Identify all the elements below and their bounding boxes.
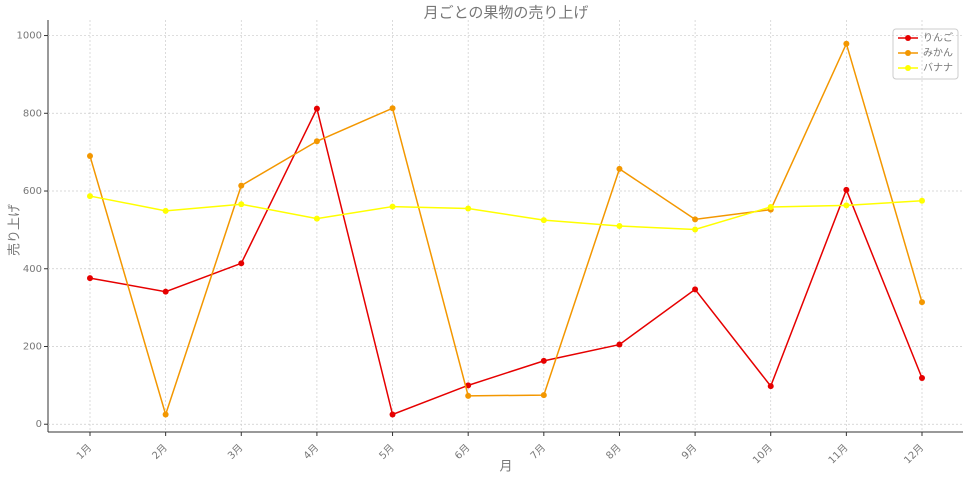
legend-marker [905, 65, 911, 71]
chart-title: 月ごとの果物の売り上げ [424, 4, 589, 22]
point [919, 374, 925, 381]
y-tick-label: 0 [36, 419, 42, 430]
point [540, 392, 547, 399]
point [238, 201, 245, 208]
point [465, 392, 472, 399]
point [540, 217, 547, 224]
y-tick-label: 600 [23, 186, 42, 197]
x-tick-label: 9月 [679, 442, 699, 462]
x-tick-label: 3月 [225, 442, 245, 462]
x-tick-label: 2月 [150, 442, 170, 462]
point [162, 411, 169, 418]
x-axis-label: 月 [499, 460, 512, 475]
y-tick-label: 200 [23, 341, 42, 352]
point [162, 288, 169, 295]
x-tick-label: 1月 [74, 442, 94, 462]
point [919, 197, 925, 204]
y-axis-label: 売り上げ [7, 204, 23, 256]
x-tick-label: 5月 [377, 442, 397, 462]
point [238, 260, 245, 267]
point [465, 205, 472, 212]
x-tick-label: 8月 [604, 442, 624, 462]
point [389, 411, 396, 418]
legend-marker [905, 50, 911, 56]
x-tick-label: 10月 [750, 442, 775, 467]
line [89, 195, 923, 231]
legend-label: りんご [923, 31, 953, 44]
y-tick-label: 400 [23, 264, 42, 275]
point [616, 223, 623, 229]
point [616, 165, 623, 172]
point [767, 203, 774, 210]
legend-label: バナナ [923, 62, 953, 74]
point [162, 207, 169, 214]
point [692, 216, 699, 223]
legend-marker [905, 35, 911, 41]
point [313, 215, 320, 222]
x-tick-label: 4月 [301, 442, 321, 462]
line [89, 41, 923, 418]
point [313, 105, 320, 112]
point [767, 383, 774, 390]
x-tick-label: 6月 [452, 442, 472, 462]
point [692, 226, 699, 233]
point [540, 357, 547, 364]
point [313, 138, 320, 145]
point [616, 341, 623, 348]
point [692, 286, 699, 293]
point [919, 299, 925, 306]
point [87, 275, 93, 282]
y-tick-label: 800 [23, 108, 42, 119]
point [87, 193, 93, 200]
y-tick-label: 1000 [17, 31, 42, 42]
point [238, 182, 245, 189]
point [389, 203, 396, 210]
x-tick-label: 7月 [528, 442, 548, 462]
x-tick-label: 11月 [826, 442, 851, 467]
point [843, 202, 850, 209]
point [843, 186, 850, 193]
point [465, 382, 472, 389]
point [87, 153, 93, 160]
point [843, 40, 850, 47]
legend-label: みかん [923, 47, 953, 59]
line [89, 106, 923, 416]
point [389, 105, 396, 112]
x-tick-label: 12月 [902, 442, 927, 467]
